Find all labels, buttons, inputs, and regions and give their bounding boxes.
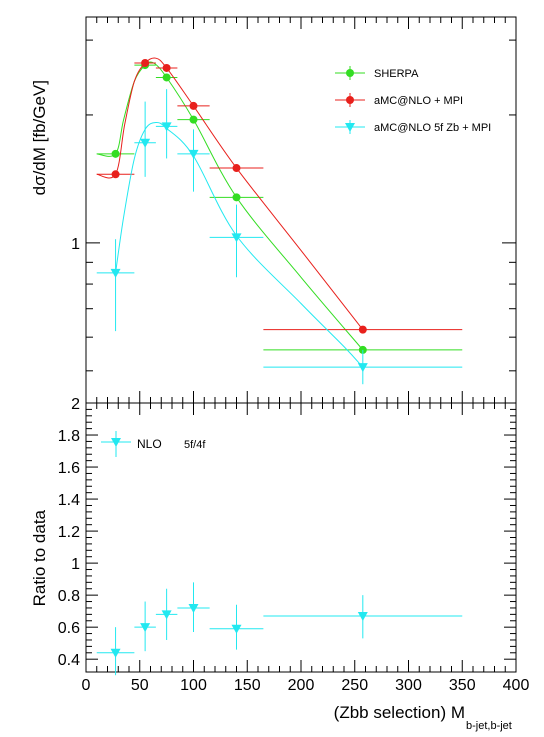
bottom-panel: 0 50 100 150 200 250 300 350 400 0.4 0.6 0.8 1 1.2 1.4… [58,396,530,694]
legend-entry: NLO 5f/4f [101,431,206,457]
top-y-tick-label: 1 [71,236,80,253]
x-tick-label: 250 [341,677,368,694]
bottom-y-tick-label: 1 [71,556,80,573]
top-panel: 1 SHERPA aMC@NLO + MPI aMC@NLO 5f Zb + MPI [71,16,517,404]
x-tick-label: 350 [449,677,476,694]
top-data-point [162,73,171,82]
bottom-data-point [161,610,172,620]
top-series-1 [96,57,463,334]
top-series-line [115,121,364,368]
top-data-point [358,325,367,334]
bottom-data-point [140,623,151,633]
legend-marker [346,96,354,104]
bottom-y-tick-label: 1.6 [58,460,80,477]
legend-label: aMC@NLO 5f Zb + MPI [374,122,491,134]
bottom-data-point [110,648,121,658]
top-series-2 [96,89,463,385]
top-data-point [162,63,171,72]
top-data-point [111,149,120,158]
bottom-y-tick-label: 0.8 [58,588,80,605]
x-axis-label: (Zbb selection) M [334,703,465,722]
x-tick-label: 300 [395,677,422,694]
bottom-y-tick-label: 1.2 [58,524,80,541]
bottom-data-point [231,624,242,634]
top-data-point [189,101,198,110]
legend-note: 5f/4f [184,439,206,451]
bottom-y-tick-label: 1.4 [58,492,80,509]
top-y-axis-label: dσ/dM [fb/GeV] [30,80,49,195]
legend-label: SHERPA [374,68,419,80]
top-series-line [96,57,364,330]
x-tick-label: 50 [131,677,149,694]
bottom-y-tick-label: 1.8 [58,428,80,445]
bottom-series-0 [96,582,463,676]
legend-entry: aMC@NLO 5f Zb + MPI [335,120,491,134]
top-data-point [111,170,120,179]
bottom-data-point [357,611,368,621]
bottom-y-tick-label: 2 [71,396,80,413]
top-data-point [232,193,241,202]
bottom-data-point [188,603,199,613]
top-data-point [140,138,151,148]
bottom-y-axis-label: Ratio to data [30,509,49,606]
top-data-point [232,164,241,173]
legend-label: NLO [137,437,162,451]
bottom-y-tick-label: 0.4 [58,652,80,669]
x-tick-label: 150 [234,677,261,694]
legend-entry: SHERPA [335,66,419,80]
x-tick-label: 400 [503,677,530,694]
top-data-point [189,115,198,124]
top-data-point [231,233,242,243]
top-data-point [141,58,150,67]
bottom-y-tick-label: 0.6 [58,620,80,637]
legend-label: aMC@NLO + MPI [374,95,463,107]
top-plot-frame [85,16,517,404]
top-data-point [161,122,172,132]
top-data-point [357,363,368,373]
x-tick-label: 200 [288,677,315,694]
x-tick-label: 100 [180,677,207,694]
legend-entry: aMC@NLO + MPI [335,93,463,107]
legend-marker [111,438,121,447]
top-data-point [110,268,121,278]
x-axis-label-subscript: b-jet,b-jet [466,720,512,732]
x-tick-label: 0 [82,677,91,694]
top-series-line [96,61,364,351]
legend-marker [345,123,355,132]
top-data-point [188,149,199,159]
legend-marker [346,69,354,77]
